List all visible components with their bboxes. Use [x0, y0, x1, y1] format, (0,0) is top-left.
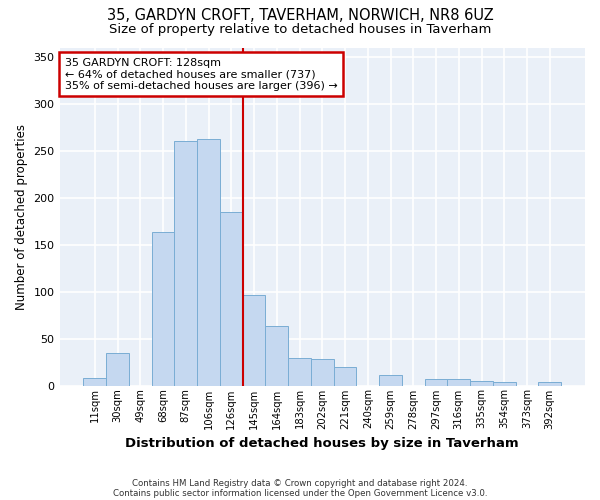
Bar — [242, 296, 265, 386]
Bar — [175, 142, 197, 386]
Bar — [152, 232, 175, 386]
Bar — [311, 359, 334, 386]
Bar — [425, 379, 448, 386]
Bar — [334, 366, 356, 386]
X-axis label: Distribution of detached houses by size in Taverham: Distribution of detached houses by size … — [125, 437, 519, 450]
Y-axis label: Number of detached properties: Number of detached properties — [15, 124, 28, 310]
Bar — [470, 381, 493, 386]
Text: 35, GARDYN CROFT, TAVERHAM, NORWICH, NR8 6UZ: 35, GARDYN CROFT, TAVERHAM, NORWICH, NR8… — [107, 8, 493, 22]
Bar — [538, 382, 561, 386]
Bar — [379, 375, 402, 386]
Bar — [197, 138, 220, 386]
Text: 35 GARDYN CROFT: 128sqm
← 64% of detached houses are smaller (737)
35% of semi-d: 35 GARDYN CROFT: 128sqm ← 64% of detache… — [65, 58, 338, 91]
Bar — [288, 358, 311, 386]
Bar — [493, 382, 515, 386]
Text: Size of property relative to detached houses in Taverham: Size of property relative to detached ho… — [109, 22, 491, 36]
Bar — [106, 352, 129, 386]
Bar — [265, 326, 288, 386]
Text: Contains HM Land Registry data © Crown copyright and database right 2024.: Contains HM Land Registry data © Crown c… — [132, 478, 468, 488]
Bar — [220, 212, 242, 386]
Text: Contains public sector information licensed under the Open Government Licence v3: Contains public sector information licen… — [113, 488, 487, 498]
Bar — [83, 378, 106, 386]
Bar — [448, 379, 470, 386]
